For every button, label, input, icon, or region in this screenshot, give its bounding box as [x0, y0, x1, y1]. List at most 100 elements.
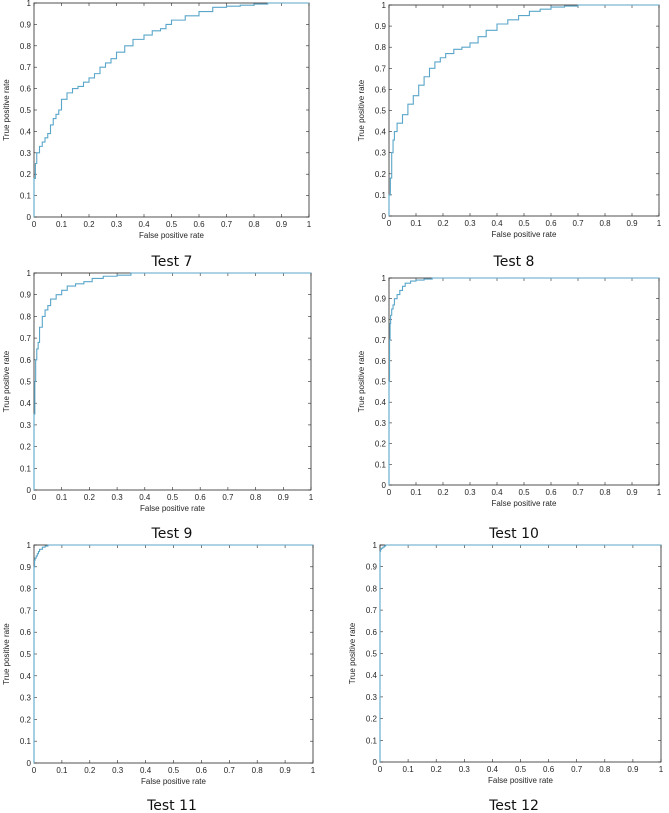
x-axis-label: False positive rate	[488, 776, 553, 785]
y-tick-label: 0.4	[20, 127, 32, 136]
x-tick-label: 0	[387, 488, 392, 497]
x-tick-label: 0.4	[139, 493, 151, 502]
roc-panel: 0 0.1 0.2 0.3 0.4 0.5 0.6 0.7 0.8 0.9 1 0 0.1 0.2 0.3 0…	[348, 541, 664, 813]
y-axis-label: True positive rate	[2, 350, 11, 412]
x-tick-label: 0.8	[250, 493, 262, 502]
y-tick-label: 0.5	[20, 378, 32, 387]
plot-area-box	[33, 272, 312, 491]
x-tick-label: 0.4	[491, 488, 503, 497]
y-tick-label: 0.2	[20, 170, 32, 179]
x-tick-label: 0.7	[571, 765, 583, 774]
x-tick-label: 0	[32, 220, 37, 229]
x-axis-label: False positive rate	[492, 499, 557, 508]
x-tick-label: 0.5	[168, 766, 180, 775]
x-tick-label: 0.1	[403, 765, 415, 774]
y-tick-label: 0.3	[375, 419, 387, 428]
x-axis-label: False positive rate	[139, 231, 204, 240]
y-tick-label: 0.3	[375, 149, 387, 158]
x-tick-label: 0.9	[626, 488, 638, 497]
x-tick-label: 0.4	[138, 220, 150, 229]
y-tick-label: 0.2	[20, 715, 32, 724]
x-tick-label: 0.9	[280, 766, 292, 775]
panel-caption: Test 8	[493, 254, 535, 270]
y-tick-label: 0.8	[375, 43, 387, 52]
x-tick-label: 0.6	[543, 765, 555, 774]
y-tick-label: 0.4	[375, 398, 387, 407]
x-tick-label: 0.2	[437, 219, 449, 228]
x-tick-label: 0.3	[111, 220, 123, 229]
x-tick-label: 0.3	[459, 765, 471, 774]
y-tick-label: 1	[373, 541, 378, 550]
x-tick-label: 0.8	[599, 765, 611, 774]
x-tick-label: 0.7	[222, 493, 234, 502]
y-tick-label: 0.2	[375, 170, 387, 179]
y-tick-label: 0.7	[20, 334, 32, 343]
y-tick-label: 0.8	[20, 585, 32, 594]
x-tick-label: 0.8	[252, 766, 264, 775]
y-tick-label: 0.9	[375, 22, 387, 31]
y-tick-label: 0	[27, 759, 32, 768]
y-tick-label: 0.8	[20, 312, 32, 321]
y-tick-label: 0.4	[20, 672, 32, 681]
y-tick-label: 0.2	[20, 443, 32, 452]
plot-area-box	[388, 4, 660, 217]
y-tick-label: 0.1	[375, 460, 387, 469]
y-tick-label: 0.6	[20, 85, 32, 94]
y-tick-label: 0.2	[375, 440, 387, 449]
x-tick-label: 0.2	[431, 765, 443, 774]
y-tick-label: 0.4	[366, 671, 378, 680]
panel-caption: Test 12	[488, 798, 539, 813]
x-tick-label: 0	[32, 766, 37, 775]
plot-area-box	[33, 544, 314, 764]
x-axis-label: False positive rate	[492, 230, 557, 239]
x-tick-label: 0.2	[437, 488, 449, 497]
x-tick-label: 0.9	[276, 220, 288, 229]
y-axis-label: True positive rate	[2, 623, 11, 685]
roc-curve-line	[33, 272, 311, 490]
roc-curve-line	[379, 544, 661, 762]
plot-area-box	[379, 544, 662, 763]
x-tick-label: 0.5	[518, 219, 530, 228]
x-tick-label: 0	[387, 219, 392, 228]
x-axis-label: False positive rate	[141, 777, 206, 786]
plot-area-box	[33, 2, 310, 218]
y-tick-label: 0.9	[366, 563, 378, 572]
y-tick-label: 0.6	[20, 628, 32, 637]
y-tick-label: 0.3	[366, 693, 378, 702]
panel-caption: Test 11	[146, 798, 197, 813]
y-tick-label: 0.1	[366, 736, 378, 745]
roc-curve-line	[33, 544, 313, 763]
x-tick-label: 0.5	[167, 493, 179, 502]
y-tick-label: 0.7	[20, 606, 32, 615]
y-tick-label: 0.7	[375, 336, 387, 345]
y-tick-label: 1	[382, 1, 387, 10]
roc-panel: 0 0.1 0.2 0.3 0.4 0.5 0.6 0.7 0.8 0.9 1 0 0.1 0.2 0.3 0…	[357, 1, 662, 270]
x-tick-label: 0.1	[56, 766, 68, 775]
x-tick-label: 0.6	[545, 219, 557, 228]
x-tick-label: 1	[309, 493, 314, 502]
x-tick-label: 0.9	[278, 493, 290, 502]
y-tick-label: 0.3	[20, 421, 32, 430]
y-tick-label: 0.8	[366, 584, 378, 593]
y-tick-label: 0.8	[375, 315, 387, 324]
x-tick-label: 0.2	[84, 766, 96, 775]
y-axis-label: True positive rate	[348, 622, 357, 684]
x-tick-label: 1	[307, 220, 312, 229]
y-tick-label: 0.4	[375, 128, 387, 137]
panel-caption: Test 10	[488, 526, 539, 542]
x-axis-label: False positive rate	[140, 504, 205, 513]
y-tick-label: 0	[373, 758, 378, 767]
x-tick-label: 0.6	[195, 493, 207, 502]
x-tick-label: 0.7	[572, 219, 584, 228]
roc-curve-line	[33, 2, 309, 217]
y-tick-label: 0.9	[20, 291, 32, 300]
y-tick-label: 0.6	[20, 356, 32, 365]
y-tick-label: 0.3	[20, 694, 32, 703]
x-tick-label: 0.3	[112, 493, 124, 502]
x-tick-label: 0.3	[112, 766, 124, 775]
y-tick-label: 0.5	[20, 106, 32, 115]
x-tick-label: 0.8	[248, 220, 260, 229]
x-tick-label: 0.6	[545, 488, 557, 497]
y-tick-label: 1	[27, 269, 32, 278]
roc-panel: 0 0.1 0.2 0.3 0.4 0.5 0.6 0.7 0.8 0.9 1 0 0.1 0.2 0.3 0…	[2, 541, 316, 813]
